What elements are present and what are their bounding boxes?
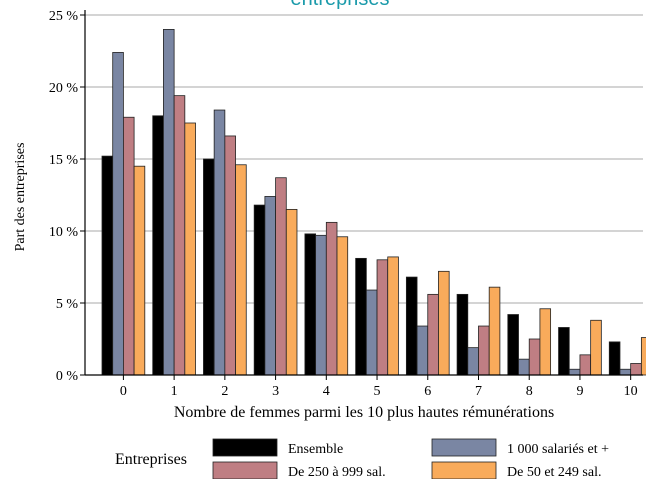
bar [456,293,469,376]
legend-label: Ensemble [288,442,343,457]
bar [376,259,389,376]
bar [213,109,226,376]
bar [427,293,439,376]
bar [184,122,196,376]
bar [640,337,646,376]
bar [264,196,276,376]
x-tick-label: 0 [120,384,127,399]
x-tick-label: 10 [624,384,638,399]
legend-label: 1 000 salariés et + [507,442,609,457]
bar [304,233,317,376]
bar [579,354,592,376]
y-axis-label: Part des entreprises [13,143,28,252]
bars [101,28,646,376]
bar [405,276,418,376]
bar [507,314,519,376]
x-tick-label: 9 [576,384,583,399]
bar [253,204,266,376]
bar [539,308,552,376]
bar [590,319,602,376]
y-tick-label: 10 % [49,225,79,240]
legend-swatch [431,438,497,457]
y-tick-label: 20 % [49,81,79,96]
bar [224,135,236,376]
legend-label: De 250 à 999 sal. [288,465,386,479]
bar [558,327,570,376]
bar [152,115,164,376]
bar [163,28,175,376]
bar [416,325,429,376]
bar [123,116,135,376]
bar [101,155,114,376]
bar [112,52,124,376]
bar [365,289,378,376]
x-tick-label: 1 [171,384,178,399]
bar [235,164,247,376]
bar [336,236,349,376]
bar [325,221,338,376]
legend-swatch [431,461,497,479]
bar [315,234,327,376]
bar [203,158,215,376]
x-axis-label: Nombre de femmes parmi les 10 plus haute… [174,404,554,421]
legend: Entreprises Ensemble 1 000 salariés et + D… [115,438,609,479]
bar [488,286,501,376]
legend-swatch [212,438,278,457]
bar [568,368,581,376]
x-tick-label: 6 [424,384,431,399]
chart-title: entreprises [291,0,390,10]
bar [478,325,490,376]
bar [619,368,632,376]
bar [438,270,450,376]
legend-title: Entreprises [115,451,187,468]
bar [387,256,399,376]
x-tick-label: 4 [323,384,330,399]
legend-label: De 50 et 249 sal. [507,465,601,479]
legend-swatch [212,461,278,479]
bar [630,363,642,376]
bar [173,95,186,376]
x-tick-label: 8 [526,384,533,399]
bar [275,177,287,376]
bar [355,257,367,376]
bar [518,358,530,376]
bar [285,208,298,376]
bar [528,338,541,376]
y-tick-label: 15 % [49,153,79,168]
bar [467,347,479,376]
bar [133,165,146,376]
x-tick-label: 2 [221,384,228,399]
x-tick-label: 7 [475,384,482,399]
y-tick-label: 25 % [49,9,79,24]
y-tick-label: 0 % [56,369,79,384]
bar [608,341,621,376]
y-tick-label: 5 % [56,297,79,312]
x-tick-label: 3 [272,384,279,399]
axes: 0 % 5 % 10 % 15 % 20 % 25 % 0 1 2 3 4 5 6 7 8 9 10 [49,9,643,399]
x-tick-label: 5 [374,384,381,399]
